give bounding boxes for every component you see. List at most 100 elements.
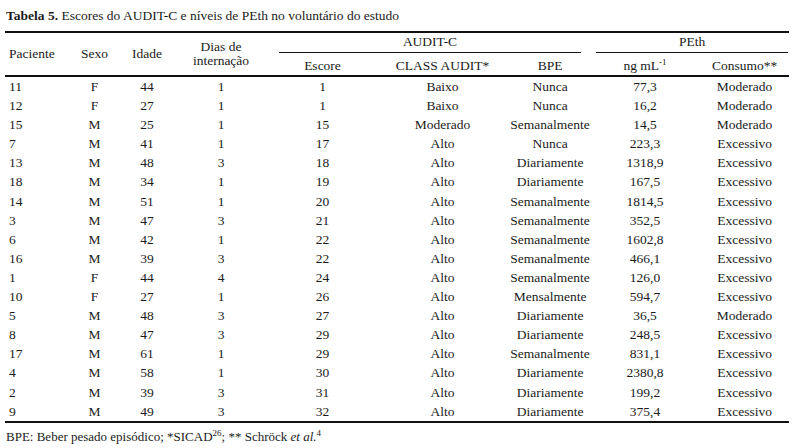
- table-cell: M: [67, 230, 122, 249]
- table-row: 3M47321AltoSemanalmente352,5Excessivo: [5, 211, 789, 230]
- table-cell: 49: [122, 402, 172, 422]
- table-cell: Excessivo: [700, 363, 789, 382]
- table-cell: M: [67, 402, 122, 422]
- table-body: 11F4411BaixoNunca77,3Moderado12F2711Baix…: [5, 76, 789, 422]
- table-cell: 44: [122, 76, 172, 96]
- table-cell: 8: [5, 325, 67, 344]
- table-cell: 48: [122, 153, 172, 172]
- table-cell: M: [67, 172, 122, 191]
- table-cell: 27: [122, 287, 172, 306]
- table-cell: Excessivo: [700, 211, 789, 230]
- table-row: 18M34119AltoDiariamente167,5Excessivo: [5, 172, 789, 191]
- col-header-paciente: Paciente: [5, 32, 67, 76]
- table-cell: M: [67, 306, 122, 325]
- table-cell: Alto: [375, 134, 510, 153]
- group-header-auditc: AUDIT-C: [270, 32, 590, 56]
- table-row: 12F2711BaixoNunca16,2Moderado: [5, 96, 789, 115]
- table-cell: 12: [5, 96, 67, 115]
- table-cell: 3: [172, 249, 270, 268]
- table-cell: 24: [270, 268, 375, 287]
- table-cell: M: [67, 211, 122, 230]
- table-cell: 1: [172, 172, 270, 191]
- table-cell: Nunca: [510, 76, 590, 96]
- col-header-dias-internacao: Dias de internação: [172, 32, 270, 76]
- table-cell: Alto: [375, 249, 510, 268]
- table-cell: 39: [122, 383, 172, 402]
- table-cell: Excessivo: [700, 325, 789, 344]
- table-caption-label: Tabela 5.: [6, 8, 58, 23]
- table-cell: Baixo: [375, 76, 510, 96]
- col-header-ng-ml: ng mL-1: [590, 56, 700, 76]
- table-cell: 5: [5, 306, 67, 325]
- table-cell: 375,4: [590, 402, 700, 422]
- table-cell: F: [67, 268, 122, 287]
- table-cell: F: [67, 96, 122, 115]
- table-cell: Excessivo: [700, 287, 789, 306]
- table-cell: Excessivo: [700, 344, 789, 363]
- table-cell: 19: [270, 172, 375, 191]
- table-cell: M: [67, 153, 122, 172]
- table-cell: 352,5: [590, 211, 700, 230]
- table-cell: Semanalmente: [510, 249, 590, 268]
- table-cell: Semanalmente: [510, 211, 590, 230]
- table-cell: Semanalmente: [510, 344, 590, 363]
- table-cell: Semanalmente: [510, 268, 590, 287]
- table-cell: 4: [172, 268, 270, 287]
- table-cell: Diariamente: [510, 402, 590, 422]
- footnote-part1: BPE: Beber pesado episódico; *SICAD: [6, 429, 213, 444]
- table-cell: 1: [5, 268, 67, 287]
- table-cell: Alto: [375, 363, 510, 382]
- table-cell: Excessivo: [700, 134, 789, 153]
- footnote-sup2: 4: [317, 427, 322, 437]
- table-cell: 1318,9: [590, 153, 700, 172]
- table-cell: 831,1: [590, 344, 700, 363]
- table-cell: Alto: [375, 172, 510, 191]
- col-header-class-audit: CLASS AUDIT*: [375, 56, 510, 76]
- table-cell: 466,1: [590, 249, 700, 268]
- table-cell: 3: [172, 402, 270, 422]
- table-cell: 13: [5, 153, 67, 172]
- table-cell: Nunca: [510, 96, 590, 115]
- table-row: 16M39322AltoSemanalmente466,1Excessivo: [5, 249, 789, 268]
- table-cell: 1: [172, 76, 270, 96]
- table-cell: 3: [172, 306, 270, 325]
- table-header: Paciente Sexo Idade Dias de internação A…: [5, 32, 789, 76]
- table-cell: Alto: [375, 402, 510, 422]
- table-cell: Semanalmente: [510, 115, 590, 134]
- table-cell: 18: [270, 153, 375, 172]
- table-cell: Semanalmente: [510, 192, 590, 211]
- table-cell: 25: [122, 115, 172, 134]
- table-cell: 32: [270, 402, 375, 422]
- table-cell: Moderado: [700, 115, 789, 134]
- table-cell: 27: [122, 96, 172, 115]
- table-cell: Excessivo: [700, 153, 789, 172]
- table-row: 17M61129AltoSemanalmente831,1Excessivo: [5, 344, 789, 363]
- table-cell: Excessivo: [700, 383, 789, 402]
- table-cell: Diariamente: [510, 363, 590, 382]
- table-cell: Alto: [375, 192, 510, 211]
- col-header-escore: Escore: [270, 56, 375, 76]
- table-cell: Diariamente: [510, 153, 590, 172]
- table-cell: 1602,8: [590, 230, 700, 249]
- table-cell: 3: [172, 211, 270, 230]
- table-row: 14M51120AltoSemanalmente1814,5Excessivo: [5, 192, 789, 211]
- table-row: 8M47329AltoDiariamente248,5Excessivo: [5, 325, 789, 344]
- table-cell: 31: [270, 383, 375, 402]
- table-cell: 18: [5, 172, 67, 191]
- dias-line1: Dias de: [172, 40, 270, 54]
- table-cell: F: [67, 76, 122, 96]
- audit-peth-table: Paciente Sexo Idade Dias de internação A…: [5, 31, 789, 423]
- table-cell: 1: [172, 192, 270, 211]
- table-cell: 3: [172, 153, 270, 172]
- table-cell: Moderado: [700, 76, 789, 96]
- table-cell: Semanalmente: [510, 230, 590, 249]
- table-cell: 1814,5: [590, 192, 700, 211]
- table-cell: 16: [5, 249, 67, 268]
- table-cell: 21: [270, 211, 375, 230]
- table-cell: 167,5: [590, 172, 700, 191]
- table-cell: 10: [5, 287, 67, 306]
- table-cell: M: [67, 134, 122, 153]
- table-cell: 1: [172, 287, 270, 306]
- header-group-row: Paciente Sexo Idade Dias de internação A…: [5, 32, 789, 56]
- table-cell: 1: [172, 96, 270, 115]
